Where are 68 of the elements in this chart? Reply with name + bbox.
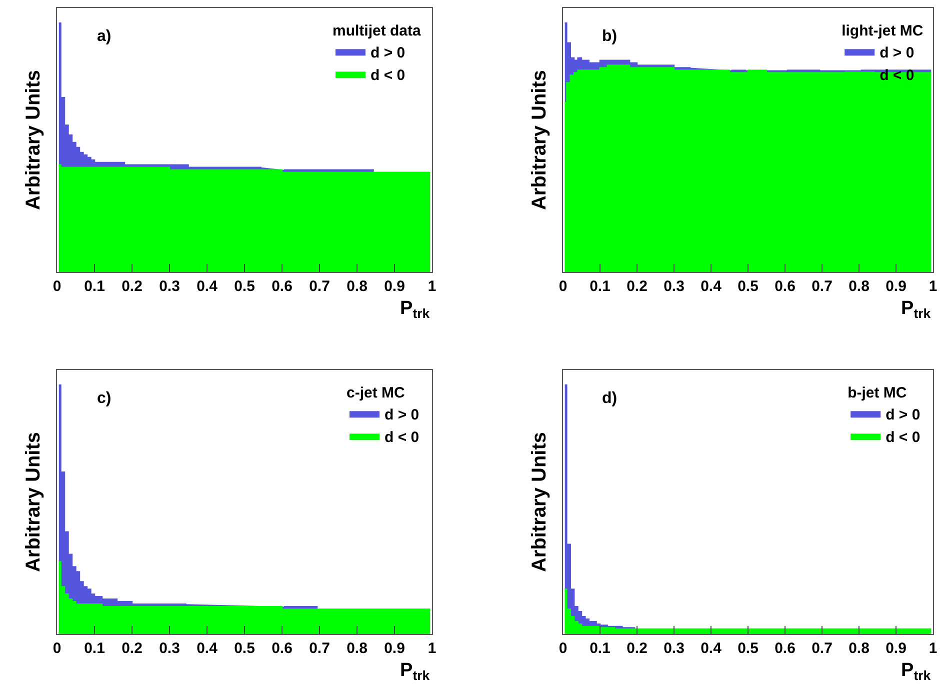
x-tick-label: 0.4: [196, 640, 218, 657]
legend-label: d > 0: [370, 44, 406, 62]
x-axis-title: P$_{trk}$: [901, 660, 932, 683]
x-tick-label: 0.4: [700, 640, 722, 657]
legend-label: d > 0: [880, 44, 914, 62]
legend-label: d < 0: [886, 429, 920, 446]
x-tick-label: 0.8: [848, 640, 870, 657]
legend-label: d < 0: [370, 67, 406, 84]
x-tick-label: 0.2: [626, 640, 648, 657]
x-tick-label: 0.1: [84, 278, 105, 295]
x-tick-label: 0.5: [738, 278, 758, 295]
x-tick-label: 0.7: [812, 278, 832, 295]
x-tick-label: 0.2: [626, 278, 648, 295]
x-tick-label: 0.6: [272, 640, 292, 657]
x-axis-title: P$_{trk}$: [400, 298, 430, 321]
y-axis-title: Arbitrary Units: [528, 70, 550, 210]
x-tick-label: 0: [52, 278, 62, 295]
x-tick-label: 0.1: [84, 640, 105, 657]
x-tick-label: 0.9: [886, 640, 906, 657]
annotation: a): [97, 28, 112, 45]
x-tick-label: 0.9: [384, 278, 405, 295]
x-tick-label: 0.7: [812, 640, 832, 657]
x-tick-label: 0.1: [590, 640, 610, 657]
x-tick-label: 0.4: [700, 278, 722, 295]
annotation: b): [602, 28, 618, 45]
x-tick-label: 1: [928, 278, 938, 295]
x-tick-label: 0.3: [159, 640, 180, 657]
legend-label: d > 0: [886, 406, 920, 424]
x-tick-label: 0.7: [309, 278, 330, 295]
x-tick-label: 0.6: [774, 278, 796, 295]
annotation: c): [97, 390, 112, 407]
y-axis-title: Arbitrary Units: [22, 70, 44, 210]
x-tick-label: 0.3: [664, 640, 684, 657]
x-tick-label: 0.9: [384, 640, 405, 657]
x-tick-label: 0.6: [272, 278, 292, 295]
y-axis-title: Arbitrary Units: [528, 432, 550, 572]
legend-title: light-jet MC: [842, 22, 924, 40]
legend-title: b-jet MC: [848, 384, 907, 402]
x-tick-label: 0.1: [590, 278, 610, 295]
x-tick-label: 0.4: [196, 278, 218, 295]
x-tick-label: 0.5: [234, 278, 255, 295]
x-tick-label: 0.8: [346, 278, 368, 295]
annotation: d): [602, 390, 618, 407]
x-tick-label: 0.9: [886, 278, 906, 295]
legend-label: d < 0: [384, 429, 420, 446]
x-tick-label: 0.7: [309, 640, 330, 657]
x-tick-label: 0.8: [346, 640, 368, 657]
x-tick-label: 0.2: [122, 278, 142, 295]
x-axis-title: P$_{trk}$: [400, 660, 430, 683]
x-tick-label: 0.5: [738, 640, 758, 657]
legend-label: d > 0: [384, 406, 420, 424]
series-label: d < 0: [880, 67, 914, 84]
x-tick-label: 0.6: [774, 640, 796, 657]
legend-title: multijet data: [332, 22, 422, 40]
x-tick-label: 0: [52, 640, 62, 657]
x-tick-label: 1: [928, 640, 938, 657]
x-tick-label: 0.5: [234, 640, 255, 657]
x-axis-title: P$_{trk}$: [901, 298, 932, 321]
x-tick-label: 0: [558, 640, 568, 657]
x-tick-label: 0.8: [848, 278, 870, 295]
x-tick-label: 1: [428, 640, 436, 657]
x-tick-label: 0.3: [159, 278, 180, 295]
x-tick-label: 0.3: [664, 278, 684, 295]
x-tick-label: 1: [428, 278, 436, 295]
x-tick-label: 0: [558, 278, 568, 295]
legend-title: c-jet MC: [346, 384, 406, 402]
x-tick-label: 0.2: [122, 640, 142, 657]
y-axis-title: Arbitrary Units: [22, 432, 44, 572]
